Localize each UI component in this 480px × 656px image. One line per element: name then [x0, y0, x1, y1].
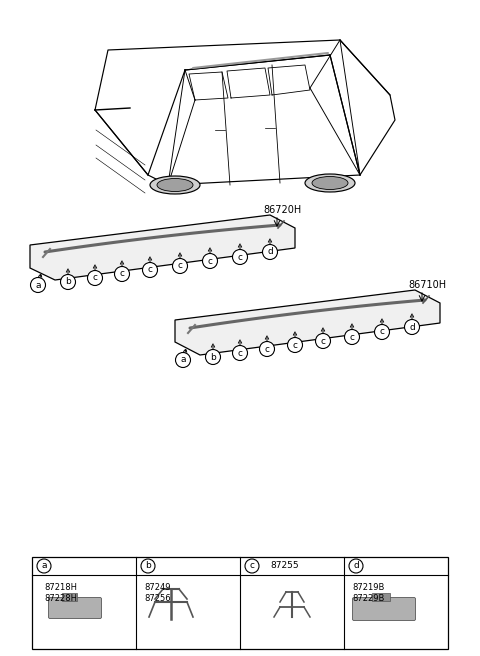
- Text: a: a: [41, 562, 47, 571]
- Polygon shape: [30, 215, 295, 280]
- Bar: [372, 593, 390, 601]
- Circle shape: [260, 342, 275, 356]
- Text: c: c: [292, 340, 298, 350]
- Ellipse shape: [305, 174, 355, 192]
- Ellipse shape: [157, 178, 193, 192]
- Text: b: b: [145, 562, 151, 571]
- Text: c: c: [264, 344, 269, 354]
- Circle shape: [115, 266, 130, 281]
- Text: 87229B: 87229B: [352, 594, 384, 603]
- Circle shape: [172, 258, 188, 274]
- Circle shape: [288, 337, 302, 352]
- Text: d: d: [267, 247, 273, 256]
- Circle shape: [349, 559, 363, 573]
- Text: c: c: [238, 348, 242, 358]
- Circle shape: [205, 350, 220, 365]
- Circle shape: [176, 352, 191, 367]
- Text: 86710H: 86710H: [408, 280, 446, 290]
- Text: 87249: 87249: [144, 583, 170, 592]
- Text: c: c: [250, 562, 254, 571]
- Text: a: a: [35, 281, 41, 289]
- Circle shape: [232, 249, 248, 264]
- Circle shape: [315, 333, 331, 348]
- Text: b: b: [65, 277, 71, 287]
- Bar: [32, 557, 448, 649]
- Circle shape: [203, 253, 217, 268]
- Text: c: c: [380, 327, 384, 337]
- Text: d: d: [409, 323, 415, 331]
- Circle shape: [31, 277, 46, 293]
- Text: c: c: [147, 266, 153, 274]
- Circle shape: [143, 262, 157, 277]
- Text: 87256: 87256: [144, 594, 170, 603]
- Text: c: c: [238, 253, 242, 262]
- Text: a: a: [180, 356, 186, 365]
- Text: 87228H: 87228H: [44, 594, 77, 603]
- Text: c: c: [120, 270, 124, 279]
- Ellipse shape: [150, 176, 200, 194]
- Circle shape: [37, 559, 51, 573]
- Bar: [62, 593, 77, 601]
- Circle shape: [263, 245, 277, 260]
- Circle shape: [232, 346, 248, 361]
- Text: d: d: [353, 562, 359, 571]
- Circle shape: [87, 270, 103, 285]
- FancyBboxPatch shape: [48, 598, 101, 619]
- Text: 87255: 87255: [271, 562, 300, 571]
- Ellipse shape: [312, 176, 348, 190]
- Text: 86720H: 86720H: [263, 205, 301, 215]
- Text: b: b: [210, 352, 216, 361]
- Text: c: c: [207, 256, 213, 266]
- Circle shape: [374, 325, 389, 340]
- Circle shape: [60, 274, 75, 289]
- Circle shape: [245, 559, 259, 573]
- Text: c: c: [93, 274, 97, 283]
- Polygon shape: [175, 290, 440, 355]
- Text: 87219B: 87219B: [352, 583, 384, 592]
- Circle shape: [141, 559, 155, 573]
- Circle shape: [405, 319, 420, 335]
- Circle shape: [345, 329, 360, 344]
- FancyBboxPatch shape: [352, 598, 416, 621]
- Text: c: c: [178, 262, 182, 270]
- Text: c: c: [349, 333, 355, 342]
- Text: c: c: [321, 337, 325, 346]
- Text: 87218H: 87218H: [44, 583, 77, 592]
